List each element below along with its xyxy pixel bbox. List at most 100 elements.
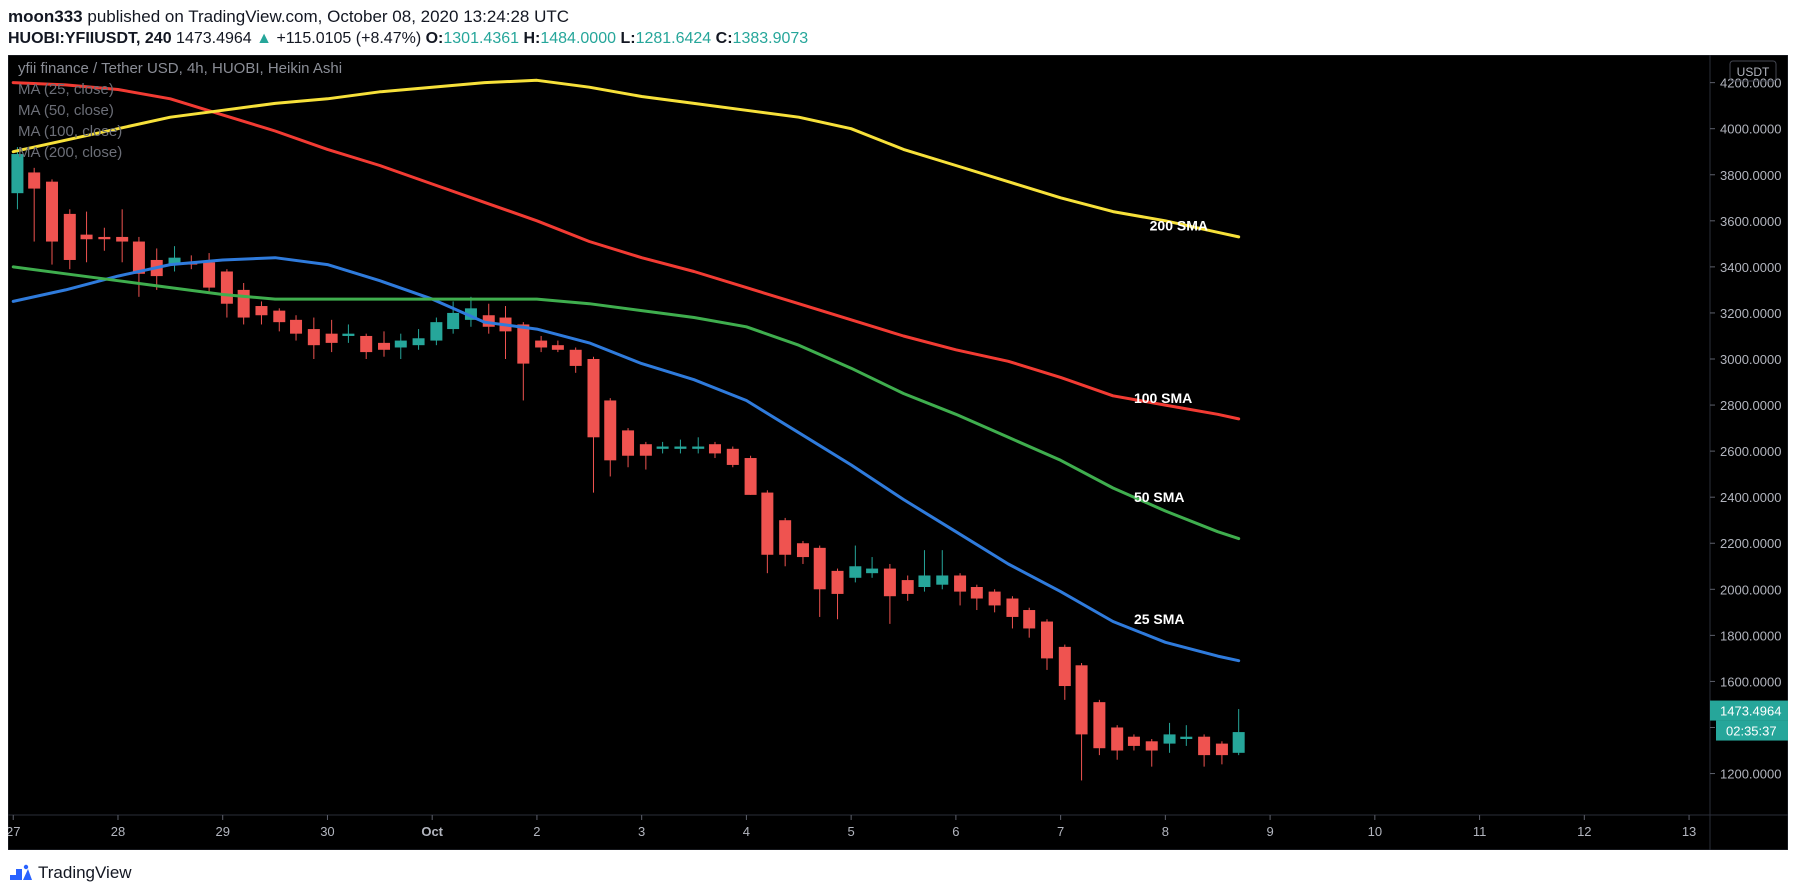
x-tick-label: 12 <box>1577 824 1591 839</box>
candle-down <box>954 575 967 592</box>
candle-up <box>1232 732 1245 753</box>
candle-down <box>325 333 338 343</box>
candle-up <box>866 568 879 574</box>
countdown-label: 02:35:37 <box>1726 724 1777 739</box>
candle-up <box>430 322 443 341</box>
indicator-legend-item: MA (25, close) <box>18 81 114 98</box>
candle-down <box>116 236 129 242</box>
high-value: 1484.0000 <box>540 30 616 47</box>
y-tick-label: 4200.0000 <box>1720 76 1781 91</box>
moving-average-line <box>11 81 1241 421</box>
y-tick-label: 2600.0000 <box>1720 444 1781 459</box>
y-tick-label: 2200.0000 <box>1720 536 1781 551</box>
candle-down <box>726 448 739 465</box>
x-tick-label: 6 <box>952 824 959 839</box>
y-tick-label: 3400.0000 <box>1720 260 1781 275</box>
candle-up <box>692 446 705 449</box>
candle-up <box>447 312 460 330</box>
moving-average-label: 25 SMA <box>1134 611 1185 627</box>
up-arrow-icon: ▲ <box>256 30 272 47</box>
y-tick-label: 3800.0000 <box>1720 168 1781 183</box>
candle-down <box>203 262 216 288</box>
tradingview-brand[interactable]: TradingView <box>38 863 132 882</box>
currency-label: USDT <box>1737 65 1770 79</box>
low-label: L: <box>620 30 636 47</box>
symbol-info: HUOBI:YFIIUSDT, 240 1473.4964 ▲ +115.010… <box>8 28 1788 50</box>
candle-down <box>255 306 268 316</box>
open-label: O: <box>425 30 444 47</box>
low-value: 1281.6424 <box>635 30 712 47</box>
candle-down <box>378 342 391 350</box>
candle-down <box>813 547 826 590</box>
price-change: +115.0105 (+8.47%) <box>276 30 422 47</box>
candle-down <box>1127 736 1140 746</box>
candle-down <box>901 580 914 594</box>
y-tick-label: 2000.0000 <box>1720 582 1781 597</box>
chart-header: moon333 published on TradingView.com, Oc… <box>8 6 1788 50</box>
candle-down <box>1198 736 1211 756</box>
candle-down <box>535 340 548 348</box>
candle-down <box>988 591 1001 606</box>
x-tick-label: 3 <box>638 824 645 839</box>
candle-down <box>63 213 76 260</box>
candle-down <box>290 319 303 334</box>
moving-average-label: 100 SMA <box>1134 390 1192 406</box>
candle-down <box>831 570 844 594</box>
candle-down <box>517 324 530 364</box>
candle-down <box>1023 610 1036 629</box>
x-tick-label: Oct <box>421 824 443 839</box>
candle-up <box>936 575 949 585</box>
y-tick-label: 1200.0000 <box>1720 767 1781 782</box>
candle-down <box>273 310 286 323</box>
candle-down <box>1111 727 1124 751</box>
candle-up <box>656 446 669 449</box>
footer: TradingView <box>8 860 132 886</box>
candle-up <box>168 257 181 265</box>
candle-down <box>761 492 774 555</box>
candle-down <box>1093 702 1106 749</box>
candle-down <box>98 236 111 240</box>
x-tick-label: 8 <box>1162 824 1169 839</box>
x-tick-label: 4 <box>743 824 750 839</box>
author-name[interactable]: moon333 <box>8 7 83 26</box>
close-label: C: <box>715 30 733 47</box>
last-price-marker <box>1710 700 1788 721</box>
moving-average-label: 200 SMA <box>1150 217 1208 233</box>
x-tick-label: 11 <box>1473 824 1487 839</box>
y-tick-label: 3000.0000 <box>1720 352 1781 367</box>
candle-down <box>1041 621 1054 659</box>
candle-up <box>849 566 862 578</box>
candle-up <box>674 446 687 449</box>
candle-down <box>1145 741 1158 751</box>
countdown-marker <box>1716 720 1788 741</box>
moving-average-line <box>11 78 1241 239</box>
candle-down <box>360 335 373 353</box>
chart-title: yfii finance / Tether USD, 4h, HUOBI, He… <box>18 60 342 77</box>
symbol-label: HUOBI:YFIIUSDT, 240 <box>8 30 172 47</box>
candle-down <box>1215 743 1228 756</box>
candle-up <box>11 154 24 194</box>
candle-down <box>28 172 41 189</box>
candle-up <box>1163 734 1176 744</box>
candle-down <box>1006 598 1019 617</box>
currency-badge[interactable] <box>1729 60 1777 82</box>
candle-down <box>604 400 617 461</box>
publish-info: moon333 published on TradingView.com, Oc… <box>8 6 1788 28</box>
y-tick-label: 1800.0000 <box>1720 628 1781 643</box>
x-tick-label: 27 <box>8 824 20 839</box>
x-tick-label: 29 <box>215 824 229 839</box>
indicator-legend-item: MA (100, close) <box>18 123 122 140</box>
candle-down <box>307 329 320 346</box>
y-tick-label: 1600.0000 <box>1720 674 1781 689</box>
candle-down <box>220 271 233 304</box>
candle-up <box>412 338 425 346</box>
price-chart[interactable]: 1200.00001400.00001600.00001800.00002000… <box>8 55 1788 850</box>
candle-down <box>1058 646 1071 687</box>
candle-down <box>744 458 757 495</box>
last-price: 1473.4964 <box>176 30 252 47</box>
candle-down <box>639 444 652 456</box>
candle-down <box>779 520 792 555</box>
candle-down <box>569 349 582 366</box>
candle-down <box>1075 665 1088 735</box>
candle-down <box>970 587 983 599</box>
